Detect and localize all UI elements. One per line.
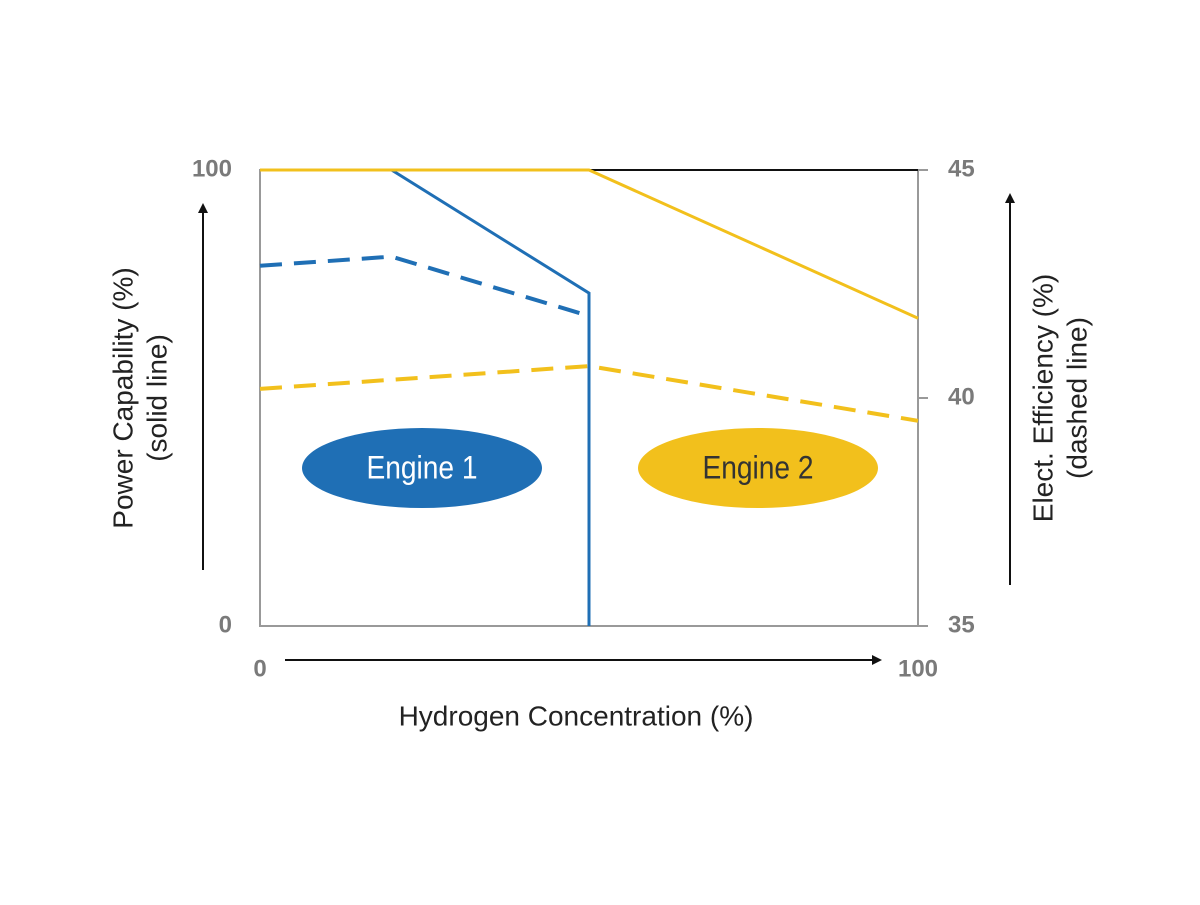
engine-label: Engine 1 (366, 451, 477, 486)
y2-tick-label: 35 (948, 611, 975, 638)
engine-badge (302, 428, 542, 508)
y2-axis-label: Elect. Efficiency (%) (1027, 274, 1058, 522)
efficiency-line (259, 254, 590, 318)
y-tick-label: 100 (192, 155, 232, 182)
y-tick-label: 0 (219, 611, 232, 638)
x-axis-label: Hydrogen Concentration (%) (399, 700, 754, 731)
engine-label: Engine 2 (702, 451, 813, 486)
power-line (260, 168, 919, 320)
x-tick-label: 0 (253, 655, 266, 682)
y2-tick-label: 40 (948, 383, 975, 410)
y-axis-label: Power Capability (%) (107, 267, 138, 528)
y2-axis-sublabel: (dashed line) (1061, 317, 1092, 479)
efficiency-line (259, 364, 919, 423)
y-axis-sublabel: (solid line) (141, 334, 172, 462)
engine-badge (638, 428, 878, 508)
x-tick-label: 100 (898, 655, 938, 682)
y2-axis-label-group: Elect. Efficiency (%) (dashed line) (1027, 274, 1092, 522)
y-axis-label-group: Power Capability (%) (solid line) (107, 267, 172, 528)
power-line (260, 168, 591, 626)
y2-tick-label: 45 (948, 155, 975, 182)
